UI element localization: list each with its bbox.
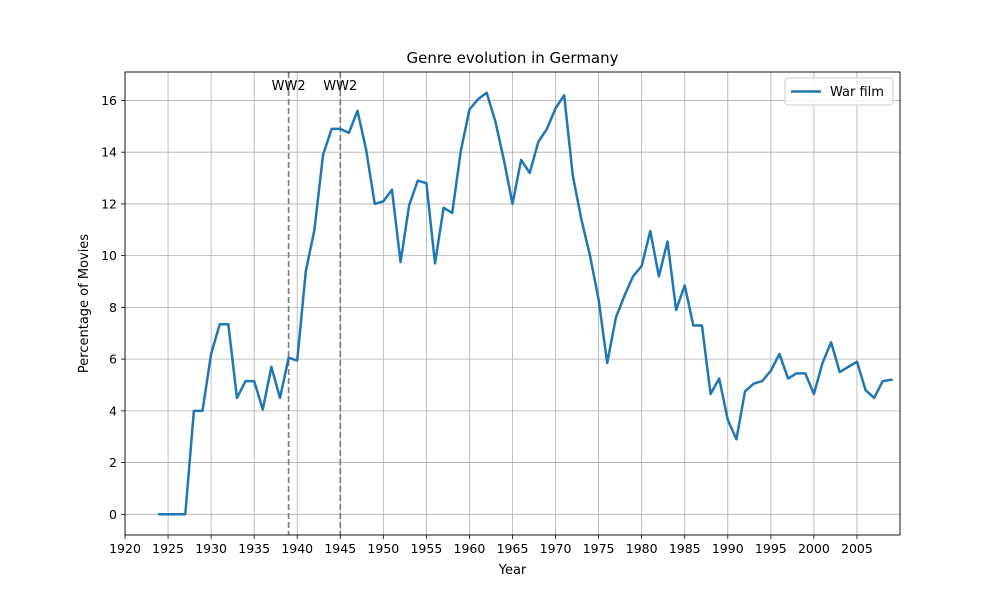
x-tick-label: 1965 — [497, 541, 529, 556]
y-tick-label: 16 — [101, 93, 117, 108]
y-tick-label: 10 — [101, 248, 117, 263]
y-tick-label: 2 — [109, 455, 117, 470]
series-lines — [158, 91, 893, 516]
x-tick-label: 1960 — [454, 541, 486, 556]
y-tick-label: 12 — [101, 196, 117, 211]
grid — [124, 72, 900, 535]
y-tick-label: 14 — [101, 145, 117, 160]
y-tick-label: 0 — [109, 507, 117, 522]
ww2-annotation: WW2 — [272, 79, 306, 94]
x-tick-label: 1940 — [281, 541, 313, 556]
x-tick-label: 1955 — [410, 541, 442, 556]
x-tick-label: 1925 — [152, 541, 184, 556]
y-tick-label: 8 — [109, 300, 117, 315]
x-tick-label: 2000 — [798, 541, 830, 556]
x-tick-label: 1935 — [238, 541, 270, 556]
x-tick-label: 1990 — [712, 541, 744, 556]
y-axis-title: Percentage of Movies — [77, 234, 92, 373]
series-line-war-film — [158, 91, 893, 516]
x-tick-label: 1985 — [669, 541, 701, 556]
reference-lines: WW2 WW2 — [272, 72, 357, 535]
x-tick-label: 1950 — [367, 541, 399, 556]
x-tick-label: 1995 — [755, 541, 787, 556]
ww2-annotation: WW2 — [323, 79, 357, 94]
x-tick-label: 1930 — [195, 541, 227, 556]
x-axis: 1920 1925 1930 1935 1940 1945 1950 1955 1960 1965… — [109, 535, 873, 556]
legend-label: War film — [830, 85, 884, 100]
x-tick-label: 1980 — [626, 541, 658, 556]
x-tick-label: 2005 — [841, 541, 873, 556]
x-tick-label: 1920 — [109, 541, 141, 556]
chart-title: Genre evolution in Germany — [406, 49, 618, 67]
y-tick-label: 6 — [109, 352, 117, 367]
x-tick-label: 1945 — [324, 541, 356, 556]
y-tick-label: 4 — [109, 403, 117, 418]
x-tick-label: 1975 — [583, 541, 615, 556]
x-axis-title: Year — [498, 563, 527, 578]
y-axis: 0 2 4 6 8 10 12 14 16 — [101, 93, 125, 522]
x-tick-label: 1970 — [540, 541, 572, 556]
legend-box — [784, 77, 894, 106]
legend: War film — [784, 77, 894, 106]
